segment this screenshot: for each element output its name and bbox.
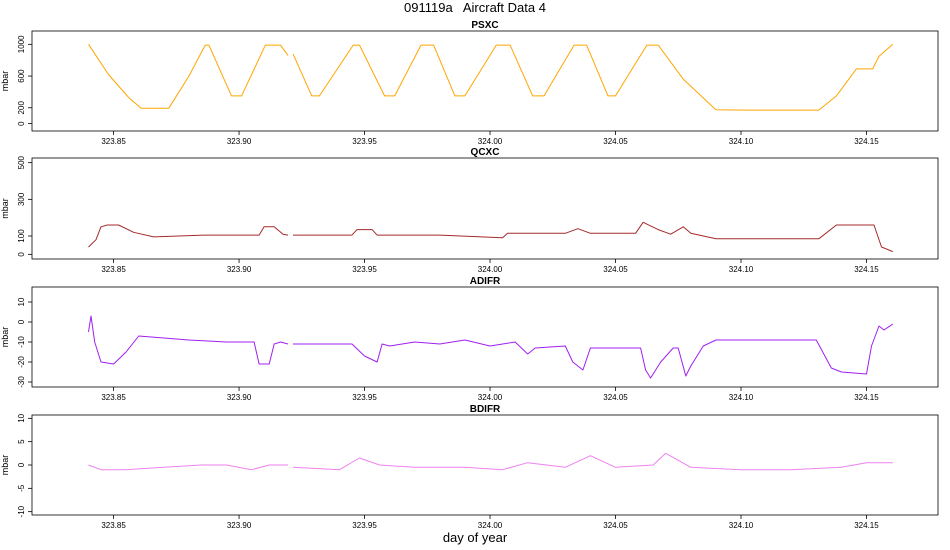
y-tick-label: 300 — [17, 192, 26, 206]
series-line — [88, 315, 289, 365]
x-tick-label: 323.90 — [227, 393, 252, 402]
x-tick-label: 323.90 — [227, 137, 252, 146]
y-tick-label: 600 — [17, 69, 26, 83]
plot-frame — [31, 30, 939, 132]
y-tick-label: 100 — [17, 229, 26, 243]
panel-title: QCXC — [471, 147, 500, 158]
y-axis-label: mbar — [0, 71, 10, 92]
y-tick-label: -20 — [17, 356, 26, 368]
panel-psxc: PSXC mbar 0 200 600 1000 323.85 323.90 323.95 324… — [0, 20, 939, 146]
y-tick-label: -30 — [17, 376, 26, 388]
x-tick-label: 324.15 — [854, 137, 879, 146]
x-tick-label: 324.05 — [603, 393, 628, 402]
series-line — [293, 323, 894, 379]
series-line — [88, 464, 288, 471]
x-tick-label: 323.85 — [101, 521, 126, 530]
x-tick-label: 323.85 — [101, 265, 126, 274]
panel-title: BDIFR — [470, 404, 501, 415]
y-tick-label: 0 — [17, 121, 26, 126]
y-tick-label: 10 — [17, 413, 26, 422]
figure-title: 091119a Aircraft Data 4 — [404, 0, 546, 15]
x-tick-label: 323.85 — [101, 137, 126, 146]
series-line — [293, 221, 893, 253]
series-line — [88, 224, 289, 248]
y-tick-label: 10 — [17, 297, 26, 306]
x-tick-label: 324.00 — [478, 521, 503, 530]
y-tick-label: 0 — [17, 319, 26, 324]
series-line — [88, 44, 289, 109]
series-line — [292, 43, 894, 111]
x-tick-label: 324.10 — [729, 521, 754, 530]
y-axis-label: mbar — [0, 198, 10, 219]
y-axis-label: mbar — [0, 455, 10, 476]
y-axis-label: mbar — [0, 327, 10, 348]
series-line — [292, 452, 893, 471]
x-tick-label: 323.95 — [352, 393, 377, 402]
panel-adifr: ADIFR mbar -30 -20 -10 0 10 323.85 323.90 323.95 3… — [0, 276, 939, 402]
x-tick-label: 323.90 — [227, 265, 252, 274]
x-tick-label: 324.10 — [729, 265, 754, 274]
plot-frame — [31, 157, 939, 260]
y-tick-label: 0 — [17, 252, 26, 257]
x-tick-label: 323.95 — [352, 137, 377, 146]
x-tick-label: 323.95 — [352, 521, 377, 530]
x-axis-title: day of year — [442, 530, 508, 545]
x-tick-label: 324.15 — [854, 521, 879, 530]
x-tick-label: 324.05 — [603, 265, 628, 274]
x-tick-label: 323.85 — [101, 393, 126, 402]
x-tick-label: 324.05 — [603, 137, 628, 146]
x-tick-label: 324.00 — [478, 265, 503, 274]
y-tick-label: 200 — [17, 101, 26, 115]
x-tick-label: 324.10 — [729, 137, 754, 146]
y-tick-label: -5 — [17, 484, 26, 492]
panel-qcxc: QCXC mbar 0 100 300 500 323.85 323.90 323.95 324.… — [0, 147, 939, 274]
y-tick-label: 1000 — [17, 35, 26, 53]
panel-title: ADIFR — [470, 276, 501, 287]
y-tick-label: 0 — [17, 462, 26, 467]
y-tick-label: -10 — [17, 336, 26, 348]
panel-bdifr: BDIFR mbar -10 -5 0 5 10 323.85 323.90 323.95 324.… — [0, 404, 939, 530]
x-tick-label: 324.15 — [854, 393, 879, 402]
plot-frame — [31, 414, 939, 516]
plot-frame — [31, 286, 939, 388]
x-tick-label: 324.15 — [854, 265, 879, 274]
x-tick-label: 324.10 — [729, 393, 754, 402]
x-tick-label: 324.05 — [603, 521, 628, 530]
x-tick-label: 323.90 — [227, 521, 252, 530]
x-tick-label: 324.00 — [478, 137, 503, 146]
y-tick-label: 500 — [17, 155, 26, 169]
y-tick-label: 5 — [17, 439, 26, 444]
y-tick-label: -10 — [17, 505, 26, 517]
x-tick-label: 323.95 — [352, 265, 377, 274]
x-tick-label: 324.00 — [478, 393, 503, 402]
panel-title: PSXC — [471, 20, 498, 31]
